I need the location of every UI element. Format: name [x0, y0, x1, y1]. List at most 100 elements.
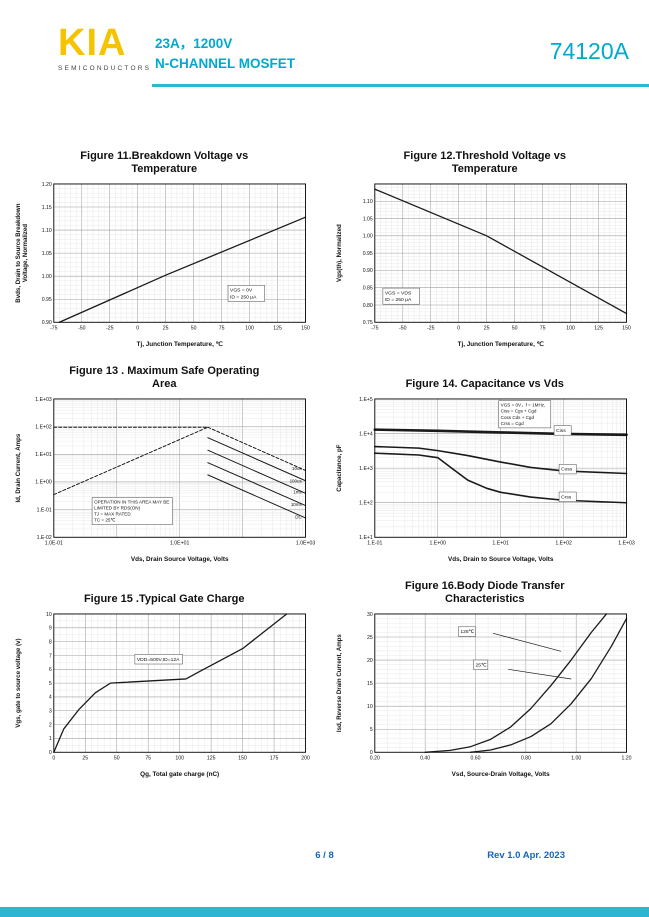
- svg-text:1.E+2: 1.E+2: [359, 501, 373, 507]
- figure-11: Figure 11.Breakdown Voltage vs Temperatu…: [14, 148, 315, 349]
- svg-text:VGS = 0V，f = 1MHz,: VGS = 0V，f = 1MHz,: [500, 403, 545, 409]
- svg-text:Vgs(th), Normalized: Vgs(th), Normalized: [335, 224, 342, 282]
- svg-text:25℃: 25℃: [475, 663, 487, 669]
- figure-15-chart: 0 25 50 75 100 125 150 175 200 0 1 2 3 4 5 6 7 8 9 10 Qg, To…: [15, 612, 310, 778]
- svg-text:75: 75: [219, 326, 225, 332]
- svg-text:TC = 25℃: TC = 25℃: [94, 518, 116, 523]
- svg-text:8: 8: [49, 640, 52, 646]
- figure-11-title: Figure 11.Breakdown Voltage vs Temperatu…: [80, 149, 249, 175]
- svg-text:VDD=500V,ID=12A: VDD=500V,ID=12A: [137, 657, 180, 663]
- svg-text:1.E+5: 1.E+5: [359, 397, 373, 403]
- svg-text:1.0E+01: 1.0E+01: [170, 541, 189, 547]
- svg-text:1.10: 1.10: [362, 199, 372, 205]
- svg-text:50: 50: [511, 326, 517, 332]
- svg-text:9: 9: [49, 626, 52, 632]
- svg-text:Tj, Junction Temperature, ℃: Tj, Junction Temperature, ℃: [457, 341, 543, 348]
- svg-text:TJ = MAX RATED: TJ = MAX RATED: [94, 512, 131, 517]
- svg-text:0: 0: [136, 326, 139, 332]
- svg-text:1.E-01: 1.E-01: [367, 541, 382, 547]
- svg-text:1.E+1: 1.E+1: [359, 535, 373, 541]
- svg-text:10: 10: [46, 612, 52, 618]
- svg-text:-75: -75: [50, 326, 58, 332]
- svg-text:1.E+02: 1.E+02: [35, 425, 52, 431]
- svg-text:20: 20: [367, 658, 373, 664]
- svg-text:0: 0: [369, 750, 372, 756]
- svg-text:25: 25: [82, 756, 88, 762]
- svg-text:ID = 250 μA: ID = 250 μA: [230, 294, 257, 300]
- svg-text:0: 0: [457, 326, 460, 332]
- svg-text:50: 50: [114, 756, 120, 762]
- figure-14: Figure 14. Capacitance vs Vds 1.E-01 1.E+…: [335, 363, 636, 564]
- svg-text:1.00: 1.00: [571, 756, 581, 762]
- svg-text:125: 125: [207, 756, 216, 762]
- svg-text:LIMITED BY RDS(ON): LIMITED BY RDS(ON): [94, 506, 141, 511]
- figure-14-title: Figure 14. Capacitance vs Vds: [405, 377, 564, 390]
- svg-text:Qg, Total gate charge (nC): Qg, Total gate charge (nC): [140, 771, 219, 778]
- svg-text:25: 25: [367, 635, 373, 641]
- svg-text:Voltage, Normalized: Voltage, Normalized: [22, 224, 29, 283]
- brand-logo: KIA SEMICONDUCTORS: [58, 24, 151, 72]
- svg-text:Coss Cds + Cgd: Coss Cds + Cgd: [500, 415, 534, 420]
- svg-text:1.0E+03: 1.0E+03: [296, 541, 315, 547]
- svg-text:1.E+00: 1.E+00: [35, 480, 52, 486]
- figure-13-title: Figure 13 . Maximum Safe Operating Area: [69, 364, 260, 390]
- svg-text:OPERATION IN THIS AREA MAY BE: OPERATION IN THIS AREA MAY BE: [94, 500, 169, 505]
- device-rating: 23A，1200V: [155, 36, 233, 51]
- svg-text:100: 100: [175, 756, 184, 762]
- svg-text:50: 50: [191, 326, 197, 332]
- svg-text:150: 150: [622, 326, 631, 332]
- svg-text:1.E+3: 1.E+3: [359, 466, 373, 472]
- figure-16-chart: 0.20 0.40 0.60 0.80 1.00 1.20 0 5 10 15 20 25 30 Vsd,…: [335, 612, 631, 778]
- header-divider: [152, 84, 649, 87]
- svg-text:0.90: 0.90: [362, 268, 372, 274]
- svg-text:75: 75: [539, 326, 545, 332]
- svg-text:Capacitance, pF: Capacitance, pF: [335, 444, 342, 491]
- svg-text:1.E-02: 1.E-02: [37, 535, 52, 541]
- svg-text:Vds, Drain Source Voltage, Vol: Vds, Drain Source Voltage, Volts: [131, 556, 229, 563]
- svg-text:1.05: 1.05: [42, 251, 52, 257]
- svg-text:Vds, Drain to Source Voltage,: Vds, Drain to Source Voltage, Volts: [447, 556, 553, 563]
- svg-text:0: 0: [52, 756, 55, 762]
- svg-text:3: 3: [49, 709, 52, 715]
- device-description: 23A，1200V N-CHANNEL MOSFET: [155, 34, 295, 75]
- svg-text:1.E+4: 1.E+4: [359, 431, 373, 437]
- footer-bar: [0, 907, 649, 917]
- svg-text:1.15: 1.15: [42, 205, 52, 211]
- figure-14-chart: 1.E-01 1.E+00 1.E+01 1.E+02 1.E+03 1.E+1 1.E+2…: [335, 397, 634, 563]
- svg-text:0.80: 0.80: [362, 303, 372, 309]
- part-number: 74120A: [549, 38, 629, 64]
- svg-text:125: 125: [594, 326, 603, 332]
- brand-logo-text: KIA: [58, 22, 127, 64]
- svg-text:DC: DC: [295, 515, 302, 520]
- svg-text:0.75: 0.75: [362, 320, 372, 326]
- svg-text:200: 200: [301, 756, 310, 762]
- svg-text:25: 25: [483, 326, 489, 332]
- svg-text:125: 125: [273, 326, 282, 332]
- svg-text:10ms: 10ms: [291, 502, 303, 507]
- svg-text:Crss: Crss: [561, 495, 572, 501]
- svg-text:1ms: 1ms: [293, 490, 302, 495]
- svg-text:Ciss: Ciss: [556, 428, 566, 434]
- svg-text:150: 150: [238, 756, 247, 762]
- svg-text:Bvds, Drain to Source Breakdow: Bvds, Drain to Source Breakdown: [15, 203, 22, 302]
- svg-text:0.90: 0.90: [42, 320, 52, 326]
- svg-text:Vgs, gate to source voltage (v: Vgs, gate to source voltage (v): [15, 639, 22, 728]
- figure-13: Figure 13 . Maximum Safe Operating Area …: [14, 363, 315, 564]
- svg-text:125℃: 125℃: [460, 629, 474, 635]
- svg-text:VGS = 0V: VGS = 0V: [230, 288, 253, 294]
- svg-text:25: 25: [163, 326, 169, 332]
- svg-text:Tj, Junction Temperature, ℃: Tj, Junction Temperature, ℃: [137, 341, 223, 348]
- svg-text:Ciss = Cgs + Cgd: Ciss = Cgs + Cgd: [500, 409, 536, 414]
- svg-text:-25: -25: [427, 326, 435, 332]
- figure-15-title: Figure 15 .Typical Gate Charge: [83, 593, 245, 606]
- page-header: KIA SEMICONDUCTORS 23A，1200V N-CHANNEL M…: [0, 0, 649, 88]
- svg-text:150: 150: [301, 326, 310, 332]
- svg-text:1.0E-01: 1.0E-01: [45, 541, 63, 547]
- brand-logo-subtext: SEMICONDUCTORS: [58, 65, 152, 72]
- svg-text:Id, Drain Current, Amps: Id, Drain Current, Amps: [15, 433, 22, 502]
- svg-text:Isd, Reverse Drain Current, Am: Isd, Reverse Drain Current, Amps: [335, 634, 342, 733]
- svg-text:4: 4: [49, 695, 52, 701]
- svg-text:1.00: 1.00: [362, 234, 372, 240]
- svg-text:ID = 250 μA: ID = 250 μA: [384, 297, 411, 303]
